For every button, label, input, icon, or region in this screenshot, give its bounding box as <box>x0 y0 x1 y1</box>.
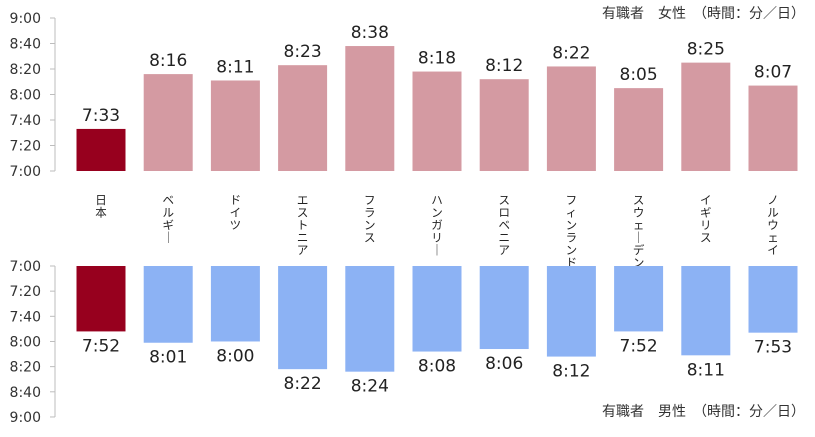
category-label: スウェ｜デン <box>633 193 645 270</box>
category-label: ドイツ <box>230 193 242 232</box>
data-label: 8:18 <box>418 49 456 69</box>
bar <box>278 266 328 370</box>
data-label: 8:07 <box>754 63 792 83</box>
data-label: 8:00 <box>216 346 254 366</box>
data-label: 8:08 <box>418 357 456 377</box>
y-tick-label: 7:20 <box>10 284 41 300</box>
bar <box>479 266 529 350</box>
bar <box>546 66 596 171</box>
y-tick-label: 8:40 <box>10 385 41 401</box>
y-tick-label: 9:00 <box>10 410 41 426</box>
data-label: 8:05 <box>620 65 658 85</box>
category-label: ベルギ｜ <box>162 193 174 245</box>
data-label: 8:11 <box>216 57 254 77</box>
data-label: 7:52 <box>82 336 120 356</box>
bar <box>748 85 798 171</box>
data-label: 8:22 <box>284 374 322 394</box>
bar <box>748 266 798 333</box>
y-tick-label: 8:00 <box>10 88 41 104</box>
y-tick-label: 7:00 <box>10 164 41 180</box>
category-label: ハンガリ｜ <box>431 193 443 257</box>
data-label: 8:22 <box>552 43 590 63</box>
category-label: フィンランド <box>566 193 578 270</box>
y-tick-label: 7:40 <box>10 113 41 129</box>
y-tick-label: 7:20 <box>10 139 41 155</box>
data-label: 8:06 <box>485 354 523 374</box>
data-label: 8:12 <box>485 56 523 76</box>
y-tick-label: 8:20 <box>10 360 41 376</box>
women-panel: 有職者 女性 （時間：分／日） 9:00 8:40 8:20 8:00 7:40 7:20… <box>10 5 805 180</box>
bar <box>681 62 731 171</box>
category-label: 日本 <box>95 193 107 220</box>
data-label: 8:23 <box>284 42 322 62</box>
bar <box>210 80 260 171</box>
data-label: 7:53 <box>754 338 792 358</box>
men-panel: 有職者 男性 （時間：分／日） 7:00 7:20 7:40 8:00 8:20 8:40… <box>10 259 805 426</box>
women-panel-title: 有職者 女性 （時間：分／日） <box>602 5 805 22</box>
bar <box>412 266 462 352</box>
bar <box>143 74 193 171</box>
bar <box>412 71 462 171</box>
y-tick-label: 8:00 <box>10 334 41 350</box>
category-label: イギリス <box>700 193 712 245</box>
data-label: 7:33 <box>82 106 120 126</box>
data-label: 8:12 <box>552 362 590 382</box>
bar <box>479 79 529 171</box>
bar <box>76 128 126 171</box>
bar <box>345 46 395 171</box>
data-label: 8:25 <box>687 40 725 60</box>
bar <box>614 88 664 171</box>
bar <box>143 266 193 343</box>
category-label: スロベニア <box>498 193 510 257</box>
y-tick-label: 8:20 <box>10 62 41 78</box>
data-label: 8:24 <box>351 377 389 397</box>
bar <box>681 266 731 356</box>
bar <box>278 65 328 171</box>
y-tick-label: 7:00 <box>10 259 41 275</box>
category-label: エストニア <box>297 193 309 257</box>
y-tick-label: 9:00 <box>10 11 41 27</box>
category-label: フランス <box>364 193 376 245</box>
bar <box>76 266 126 332</box>
y-tick-label: 8:40 <box>10 37 41 53</box>
bar <box>210 266 260 342</box>
bar <box>546 266 596 357</box>
y-tick-label: 7:40 <box>10 309 41 325</box>
data-label: 7:52 <box>620 336 658 356</box>
bar <box>614 266 664 332</box>
data-label: 8:11 <box>687 360 725 380</box>
men-panel-title: 有職者 男性 （時間：分／日） <box>602 404 805 420</box>
data-label: 8:01 <box>149 348 187 368</box>
bar <box>345 266 395 372</box>
data-label: 8:16 <box>149 51 187 71</box>
data-label: 8:38 <box>351 23 389 43</box>
category-label: ノルウェイ <box>767 193 779 257</box>
category-labels: 日本 ベルギ｜ ドイツ エストニア フランス ハンガリ｜ スロベニア フィンランド スウェ｜デン… <box>95 193 779 270</box>
